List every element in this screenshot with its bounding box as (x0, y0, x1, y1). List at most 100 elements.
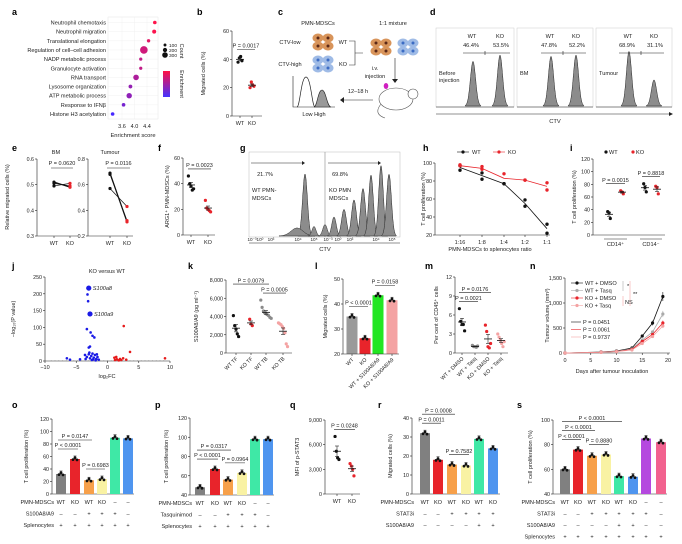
bar (263, 439, 273, 495)
condition-value: + (631, 512, 634, 518)
y-tick-label: 40 (584, 208, 590, 214)
down-point (85, 355, 89, 359)
data-point (113, 435, 117, 438)
data-point (642, 182, 646, 186)
condition-value: – (563, 523, 567, 529)
data-point (203, 198, 207, 202)
bar (488, 448, 498, 494)
legend-label: WT (609, 150, 618, 156)
data-point (376, 292, 380, 296)
down-point (85, 327, 89, 331)
y-tick-label: 100 (541, 418, 550, 424)
bar (123, 438, 133, 494)
wt-peak (464, 61, 482, 107)
p-value-label: P < 0.0001 (55, 443, 82, 449)
data-point (650, 334, 655, 339)
y-tick-label: 100 (33, 325, 42, 331)
condition-value: – (644, 500, 648, 506)
data-point (617, 473, 621, 477)
condition-value: + (253, 513, 256, 519)
condition-value: – (576, 512, 580, 518)
condition-row-label: S100A8/A9 (26, 512, 54, 518)
data-point (348, 461, 352, 466)
data-point (253, 436, 257, 440)
x-tick-label: 10⁵ (388, 237, 395, 242)
y-tick-label: 20 (584, 220, 590, 226)
x-tick-label: WT (50, 241, 59, 247)
condition-value: + (450, 512, 453, 518)
data-point (631, 474, 635, 477)
ko-peak (491, 54, 509, 107)
chart-title: KO versus WT (89, 269, 126, 275)
wt-percent: 21.7% (257, 172, 273, 178)
data-point (350, 313, 354, 317)
data-point (604, 451, 608, 455)
wt-cell-nucleus (316, 44, 320, 48)
term-label: NADP metabolic process (44, 57, 106, 63)
x-tick-label: WT TB (254, 356, 270, 372)
y-tick-label: 0 (46, 492, 49, 498)
up-point (119, 358, 123, 362)
data-point (249, 80, 253, 84)
data-point (198, 484, 202, 488)
down-point (84, 357, 87, 361)
down-point (88, 351, 91, 354)
bar (628, 476, 638, 494)
legend-marker (461, 150, 465, 154)
y-tick-label: 9,000 (309, 418, 322, 424)
x-tick-label: WT (345, 357, 356, 368)
gene-label: S100a8 (93, 286, 113, 292)
data-point (489, 447, 493, 451)
ko-division-peak (327, 216, 341, 237)
y-axis-label: ARG1⁺ PMN-MDSCs (%) (164, 165, 171, 228)
panel-letter-e: e (12, 143, 17, 153)
x-tick-label: −5 (73, 365, 79, 371)
bar (614, 476, 624, 494)
x-tick-label: WT TF (224, 356, 240, 372)
bar (84, 480, 94, 494)
wt-cell-nucleus (326, 36, 330, 40)
panel-letter-c: c (278, 7, 283, 17)
data-point (89, 479, 93, 483)
x-axis-label: PMN-MDSCs to splenocytes ratio (448, 247, 531, 253)
condition-value: + (464, 512, 467, 518)
y-tick-label: 60 (174, 156, 180, 162)
data-point (124, 437, 128, 441)
count-legend-dot (162, 47, 168, 53)
data-point (615, 475, 619, 479)
ko-cell-nucleus (326, 58, 330, 62)
legend-marker (575, 303, 579, 308)
p-value-label: P < 0.0001 (345, 301, 372, 307)
data-point (496, 332, 500, 336)
legend-marker (575, 296, 579, 300)
data-point (608, 216, 612, 221)
data-point (248, 86, 252, 90)
y-tick-label: 150 (33, 309, 42, 315)
condition-value: KO (629, 500, 638, 506)
y-tick-label: 100 (423, 161, 432, 167)
data-point (614, 350, 619, 354)
ko-percent: 52.2% (569, 43, 585, 49)
data-point (378, 294, 382, 298)
condition-value: + (253, 524, 256, 530)
y-tick-label: 0 (226, 114, 229, 120)
data-point (231, 313, 235, 318)
data-point (523, 198, 527, 202)
panel-letter-s: s (517, 400, 522, 410)
x-tick-label: 10⁰ (335, 237, 342, 242)
term-label: Lysosome organization (49, 85, 106, 91)
ko-cell-nucleus (316, 66, 320, 70)
p-value-label: P = 0.9737 (583, 335, 610, 341)
bar (433, 459, 443, 494)
ns-point (50, 360, 52, 361)
up-point (113, 358, 117, 362)
p-value-label: P < 0.0001 (565, 425, 592, 431)
y-tick-label: 40 (403, 416, 409, 422)
y-tick-label: 0.3 (27, 234, 34, 240)
condition-value: – (126, 500, 130, 506)
y-tick-label: 20 (334, 352, 340, 358)
down-point (91, 334, 94, 338)
condition-value: + (100, 523, 103, 529)
legend-marker (575, 288, 579, 293)
